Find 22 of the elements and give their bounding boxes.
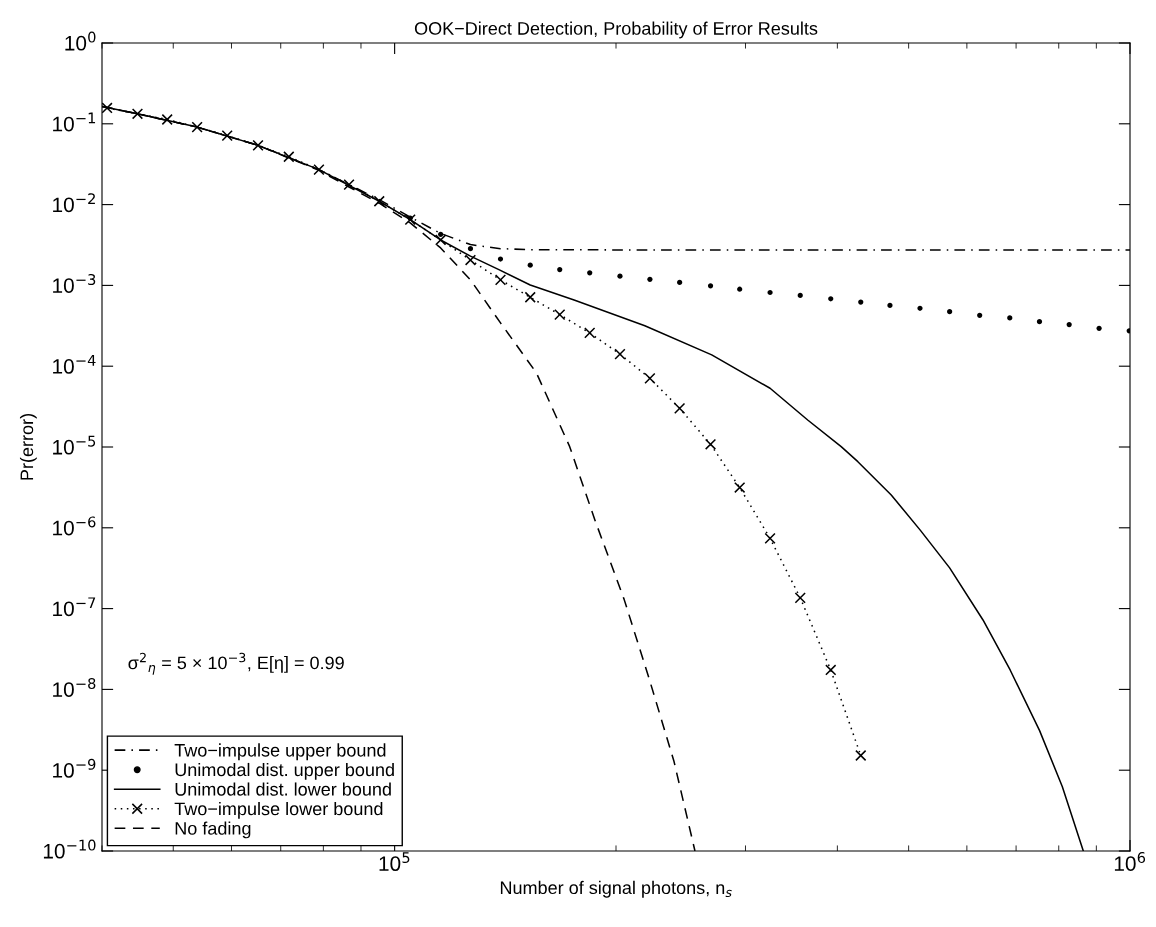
- chart-title: OOK−Direct Detection, Probability of Error Results: [414, 21, 818, 39]
- legend-label: Unimodal dist. lower bound: [175, 782, 391, 796]
- annotation: σ$^{2}$$_{η}$ = 5 × 10$^{−3}$, E[η] = 0.99: [128, 652, 344, 675]
- y-tick-label: 10$^{−5}$: [53, 435, 96, 455]
- legend-label: Two−impulse upper bound: [174, 743, 386, 761]
- y-tick-label: 10$^{−8}$: [53, 677, 96, 697]
- y-tick-label: 10$^{−1}$: [53, 112, 96, 132]
- y-tick-label: 10$^{−7}$: [53, 597, 96, 617]
- y-tick-label: 10$^{−3}$: [53, 273, 96, 293]
- y-tick-label: 10$^{−2}$: [53, 193, 95, 213]
- legend-label: Unimodal dist. upper bound: [175, 762, 394, 780]
- y-tick-label: 10$^{−4}$: [53, 355, 96, 374]
- y-tick-label: 10$^{−6}$: [53, 516, 96, 536]
- x-tick-label: 10$^{5}$: [379, 852, 410, 872]
- x-tick-label: 10$^{6}$: [1114, 852, 1146, 871]
- y-tick-label: 10$^{−10}$: [43, 839, 96, 859]
- y-tick-label: 10$^{0}$: [65, 31, 96, 51]
- y-axis-title: Pr(error): [19, 414, 37, 480]
- legend-label: No fading: [175, 821, 251, 839]
- x-axis-title: Number of signal photons, n$_{s}$: [500, 880, 732, 898]
- y-tick-label: 10$^{−9}$: [53, 758, 96, 778]
- legend-label: Two−impulse lower bound: [174, 801, 383, 819]
